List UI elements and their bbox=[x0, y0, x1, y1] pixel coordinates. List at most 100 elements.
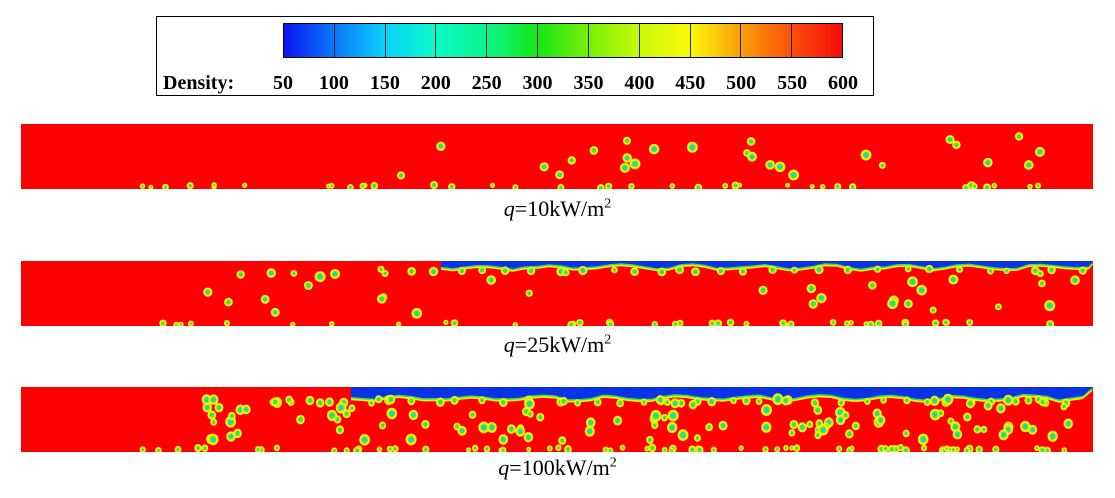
vapor-bubble bbox=[888, 445, 896, 452]
vapor-bubble bbox=[539, 162, 549, 172]
vapor-bubble bbox=[512, 321, 518, 326]
vapor-bubble bbox=[386, 394, 396, 405]
vapor-bubble bbox=[952, 140, 961, 150]
vapor-bubble bbox=[746, 137, 756, 146]
vapor-bubble bbox=[453, 422, 461, 431]
vapor-bubble bbox=[813, 405, 823, 415]
vapor-bubble bbox=[650, 409, 662, 422]
vapor-bubble bbox=[931, 319, 940, 326]
vapor-bubble bbox=[506, 424, 516, 434]
vapor-bubble bbox=[174, 445, 182, 452]
vapor-bubble bbox=[524, 398, 535, 410]
vapor-bubble bbox=[860, 149, 872, 161]
vapor-bubble bbox=[546, 445, 553, 452]
legend-tick: 250 bbox=[471, 72, 502, 94]
vapor-bubble bbox=[849, 183, 857, 189]
vapor-bubble bbox=[201, 444, 209, 452]
vapor-bubble bbox=[1078, 266, 1087, 275]
vapor-bubble bbox=[290, 321, 296, 326]
colorbar-segment bbox=[538, 24, 589, 57]
vapor-bubble bbox=[335, 425, 345, 435]
vapor-bubble bbox=[874, 319, 883, 326]
vapor-bubble bbox=[408, 409, 419, 421]
vapor-bubble bbox=[992, 445, 1000, 452]
density-legend: Density: 50 100 150 200 250 300 350 400 450 500 55… bbox=[156, 16, 874, 96]
vapor-bubble bbox=[983, 183, 991, 189]
vapor-bubble bbox=[450, 319, 459, 326]
vapor-bubble bbox=[903, 396, 911, 405]
vapor-bubble bbox=[378, 421, 387, 430]
vapor-bubble bbox=[353, 446, 361, 452]
caption-q10: q=10kW/m2 bbox=[0, 196, 1115, 222]
vapor-bubble bbox=[368, 399, 375, 407]
vapor-bubble bbox=[730, 397, 737, 405]
colorbar-segment bbox=[690, 24, 742, 57]
vapor-bubble bbox=[640, 398, 648, 406]
vapor-bubble bbox=[296, 414, 305, 425]
vapor-bubble bbox=[948, 274, 959, 285]
vapor-bubble bbox=[707, 396, 717, 407]
vapor-bubble bbox=[1003, 267, 1010, 275]
legend-tick: 350 bbox=[573, 72, 604, 94]
legend-tick: 450 bbox=[675, 72, 706, 94]
vapor-bubble bbox=[950, 421, 961, 433]
vapor-bubble bbox=[726, 318, 735, 326]
vapor-bubble bbox=[873, 265, 882, 274]
vapor-bubble bbox=[376, 446, 383, 452]
panel-q25 bbox=[21, 261, 1093, 326]
vapor-bubble bbox=[761, 404, 772, 416]
vapor-bubble bbox=[616, 399, 624, 408]
vapor-bubble bbox=[325, 397, 334, 407]
legend-tick: 100 bbox=[318, 72, 349, 94]
vapor-bubble bbox=[902, 429, 910, 438]
caption-var: q bbox=[498, 455, 510, 480]
vapor-bubble bbox=[607, 447, 614, 452]
vapor-bubble bbox=[303, 281, 313, 290]
vapor-bubble bbox=[829, 318, 837, 326]
vapor-bubble bbox=[1061, 447, 1068, 452]
vapor-bubble bbox=[963, 412, 972, 422]
colorbar-segment bbox=[334, 24, 386, 57]
vapor-bubble bbox=[819, 184, 826, 189]
vapor-bubble bbox=[710, 446, 717, 452]
vapor-bubble bbox=[887, 298, 898, 310]
vapor-bubble bbox=[648, 443, 657, 452]
vapor-bubble bbox=[343, 447, 350, 452]
density-field-q25 bbox=[21, 261, 1093, 326]
vapor-bubble bbox=[843, 265, 853, 275]
vapor-bubble bbox=[558, 436, 567, 445]
vapor-bubble bbox=[661, 446, 668, 452]
caption-var: q bbox=[503, 196, 515, 221]
vapor-bubble bbox=[397, 171, 406, 180]
vapor-bubble bbox=[902, 446, 910, 452]
vapor-bubble bbox=[942, 318, 950, 326]
caption-eq: =10kW/m bbox=[514, 196, 605, 221]
vapor-bubble bbox=[428, 266, 439, 277]
vapor-bubble bbox=[436, 397, 445, 408]
vapor-bubble bbox=[765, 160, 775, 170]
vapor-bubble bbox=[500, 266, 510, 275]
vapor-bubble bbox=[1003, 394, 1014, 406]
vapor-bubble bbox=[867, 320, 875, 326]
vapor-bubble bbox=[904, 265, 912, 273]
vapor-bubble bbox=[326, 409, 338, 421]
vapor-bubble bbox=[785, 182, 791, 188]
panel-q10 bbox=[21, 124, 1093, 189]
vapor-bubble bbox=[515, 426, 526, 437]
vapor-bubble bbox=[498, 434, 509, 445]
vapor-bubble bbox=[589, 146, 599, 155]
vapor-bubble bbox=[622, 153, 632, 163]
vapor-bubble bbox=[559, 396, 568, 406]
vapor-bubble bbox=[381, 269, 389, 277]
vapor-bubble bbox=[607, 320, 615, 326]
legend-tick: 550 bbox=[777, 72, 808, 94]
vapor-bubble bbox=[499, 446, 507, 452]
colorbar-segment bbox=[792, 24, 842, 57]
colorbar-segment bbox=[588, 24, 640, 57]
vapor-bubble bbox=[648, 143, 660, 155]
vapor-bubble bbox=[998, 429, 1009, 441]
vapor-bubble bbox=[876, 414, 886, 426]
vapor-bubble bbox=[783, 445, 789, 451]
vapor-bubble bbox=[806, 283, 817, 294]
vapor-bubble bbox=[743, 320, 750, 326]
